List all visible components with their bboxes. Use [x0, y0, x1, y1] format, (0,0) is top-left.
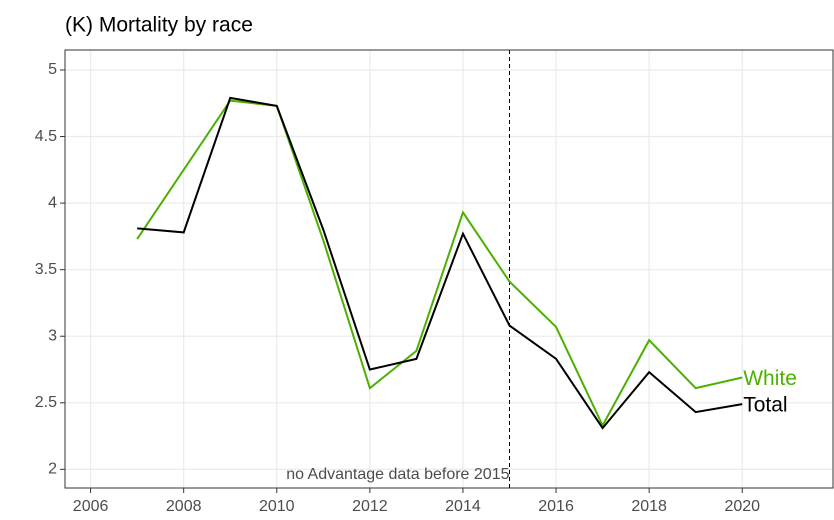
y-tick-label: 4: [48, 194, 57, 211]
x-tick-label: 2018: [631, 498, 667, 515]
x-tick-label: 2008: [166, 498, 202, 515]
y-tick-label: 2: [48, 461, 57, 478]
y-tick-label: 5: [48, 61, 57, 78]
x-tick-label: 2020: [724, 498, 760, 515]
x-tick-label: 2006: [73, 498, 109, 515]
y-tick-label: 4.5: [35, 128, 57, 145]
panel-border: [64, 49, 834, 489]
series-line: [136, 99, 743, 428]
y-tick-label: 2.5: [35, 394, 57, 411]
x-tick-label: 2016: [538, 498, 574, 515]
series-label: Total: [743, 394, 787, 417]
series-line: [137, 96, 743, 430]
series-label: White: [743, 367, 797, 390]
y-tick-label: 3: [48, 327, 57, 344]
x-tick-label: 2010: [259, 498, 295, 515]
x-tick-label: 2012: [352, 498, 388, 515]
x-tick-label: 2014: [445, 498, 481, 515]
chart-title: (K) Mortality by race: [65, 14, 253, 37]
y-tick-label: 3.5: [35, 261, 57, 278]
annotation: no Advantage data before 2015: [286, 466, 509, 483]
